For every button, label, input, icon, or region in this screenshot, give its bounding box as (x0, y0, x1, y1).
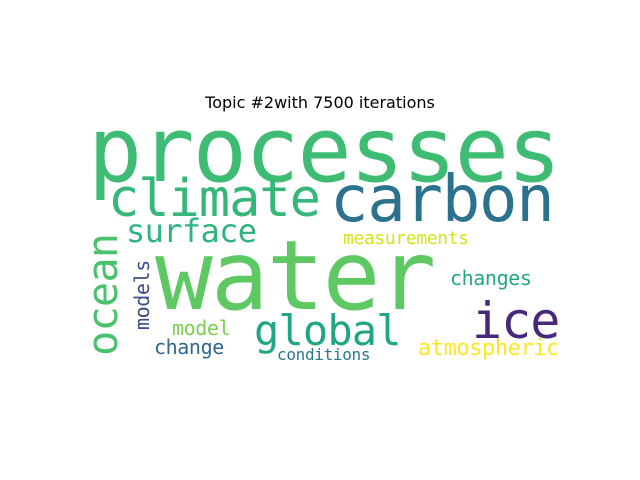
word-conditions: conditions (277, 345, 371, 364)
word-ice: ice (472, 292, 560, 350)
chart-title: Topic #2with 7500 iterations (205, 93, 435, 112)
word-cloud: processes water carbon climate ocean glo… (78, 106, 574, 368)
word-climate: climate (108, 169, 321, 229)
word-ocean: ocean (78, 233, 127, 356)
word-changes: changes (450, 266, 532, 290)
word-processes: processes (88, 98, 561, 203)
word-surface: surface (126, 212, 257, 250)
word-water: water (155, 220, 436, 332)
word-change: change (154, 335, 224, 359)
word-model: model (172, 316, 231, 340)
word-atmospheric: atmospheric (418, 336, 559, 361)
word-measurements: measurements (343, 228, 469, 249)
word-models: models (130, 260, 154, 330)
word-carbon: carbon (330, 163, 555, 237)
word-global: global (254, 306, 402, 355)
